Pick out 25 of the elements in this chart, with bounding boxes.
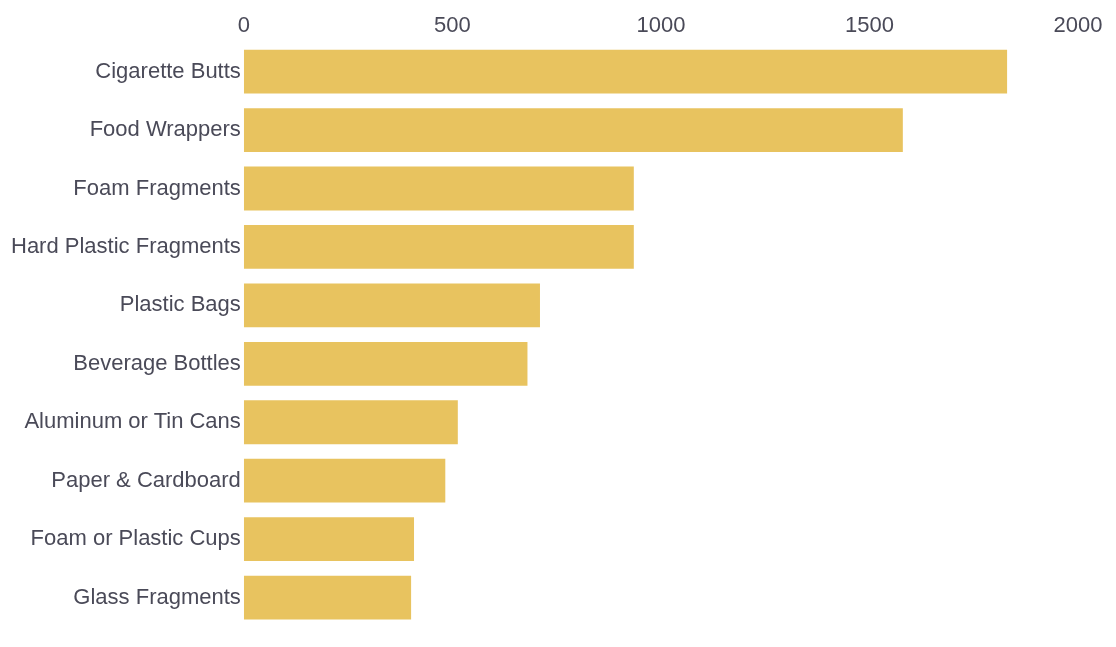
x-tick-label: 0 xyxy=(237,12,250,38)
x-tick-label: 1500 xyxy=(844,12,894,38)
y-tick-label: Glass Fragments xyxy=(73,583,241,609)
y-tick-label: Cigarette Butts xyxy=(95,57,241,83)
y-tick-label: Hard Plastic Fragments xyxy=(10,233,241,258)
y-tick-label: Foam Fragments xyxy=(73,174,241,200)
y-tick-label: Food Wrappers xyxy=(89,116,241,142)
y-tick-label: Foam or Plastic Cups xyxy=(30,525,241,551)
y-tick-label: Beverage Bottles xyxy=(73,349,241,375)
bar xyxy=(243,400,458,445)
y-tick-label: Aluminum or Tin Cans xyxy=(24,408,241,434)
x-tick-label: 2000 xyxy=(1053,12,1103,38)
x-tick-label: 500 xyxy=(434,12,471,38)
bar xyxy=(243,283,540,328)
bar xyxy=(243,517,415,562)
x-tick-label: 1000 xyxy=(636,12,686,38)
y-tick-label: Paper & Cardboard xyxy=(51,466,241,492)
bar xyxy=(243,225,634,269)
bar xyxy=(243,575,412,620)
bar xyxy=(243,458,446,503)
bar xyxy=(243,49,1008,94)
y-tick-label: Plastic Bags xyxy=(119,291,241,317)
bar xyxy=(243,341,528,386)
bar xyxy=(243,166,634,211)
bar xyxy=(243,108,903,152)
